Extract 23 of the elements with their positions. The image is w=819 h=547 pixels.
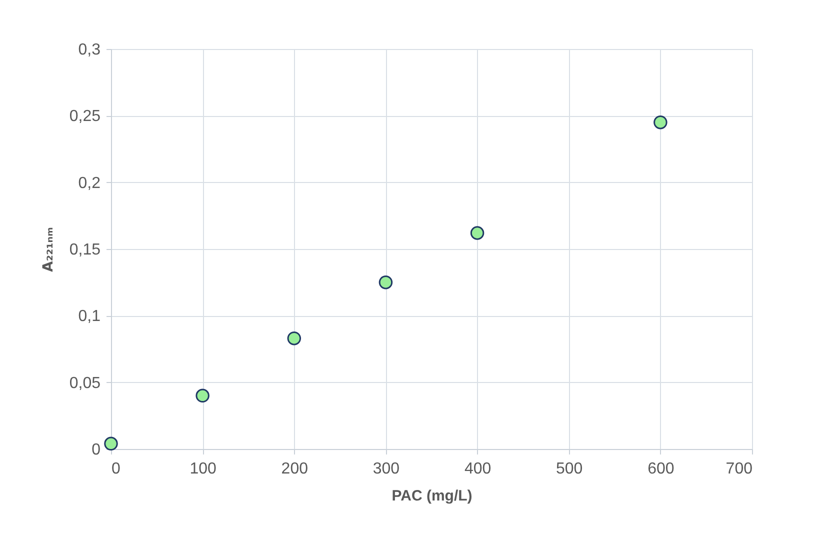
y-axis-title: A₂₂₁ₙₘ bbox=[40, 227, 56, 272]
y-tick-label: 0,15 bbox=[69, 242, 101, 258]
x-tick-label: 300 bbox=[372, 460, 400, 478]
x-tick-label: 600 bbox=[648, 460, 674, 478]
y-tick-label: 0,1 bbox=[78, 308, 101, 326]
point bbox=[654, 115, 668, 130]
x-tick-label: 400 bbox=[464, 460, 492, 478]
x-tick-label: 0 bbox=[112, 460, 120, 478]
point bbox=[378, 275, 393, 290]
x-tick-label: 100 bbox=[190, 460, 217, 478]
point bbox=[196, 388, 210, 403]
x-axis-title: PAC (mg/L) bbox=[392, 488, 472, 504]
y-tick-label: 0,2 bbox=[78, 174, 101, 192]
y-tick-label: 0,25 bbox=[69, 108, 101, 126]
x-tick-label: 200 bbox=[281, 460, 308, 478]
point bbox=[104, 436, 118, 451]
x-tick-label: 500 bbox=[556, 460, 583, 478]
point bbox=[287, 331, 302, 346]
y-tick-label: 0,05 bbox=[69, 374, 101, 392]
point bbox=[470, 226, 484, 240]
x-tick-label: 700 bbox=[726, 460, 753, 478]
y-tick-label: 0,3 bbox=[78, 42, 101, 58]
y-tick-label: 0 bbox=[92, 442, 101, 458]
